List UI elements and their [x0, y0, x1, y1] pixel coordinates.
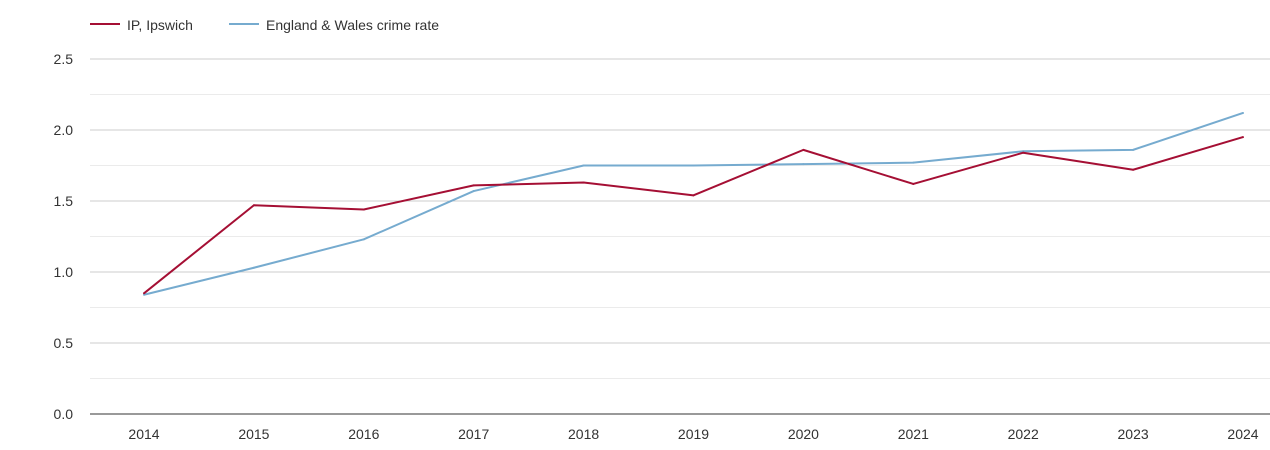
- data-point-ip-ipswich[interactable]: [1132, 168, 1135, 171]
- data-point-ip-ipswich[interactable]: [472, 184, 475, 187]
- data-point-england-wales[interactable]: [802, 163, 805, 166]
- axes: 0.0 0.5 1.0 1.5 2.0 2.5 2014 2015 2016 2017 2018 20…: [54, 51, 1270, 442]
- data-point-ip-ipswich[interactable]: [1022, 151, 1025, 154]
- data-point-england-wales[interactable]: [1132, 148, 1135, 151]
- legend-item-england-wales[interactable]: England & Wales crime rate: [229, 17, 439, 33]
- data-point-england-wales[interactable]: [252, 266, 255, 269]
- data-point-ip-ipswich[interactable]: [143, 292, 145, 295]
- data-point-england-wales[interactable]: [582, 164, 585, 167]
- series-line-ip-ipswich: [143, 136, 1244, 295]
- x-tick-label: 2020: [788, 426, 819, 442]
- y-tick-label: 2.0: [54, 122, 74, 138]
- data-point-ip-ipswich[interactable]: [362, 208, 365, 211]
- legend: IP, Ipswich England & Wales crime rate: [90, 17, 439, 33]
- series-line-england-wales: [143, 112, 1244, 296]
- x-tick-label: 2018: [568, 426, 599, 442]
- x-tick-label: 2021: [898, 426, 929, 442]
- data-point-england-wales[interactable]: [912, 161, 915, 164]
- x-tick-label: 2022: [1008, 426, 1039, 442]
- x-tick-label: 2014: [128, 426, 159, 442]
- grid: [90, 58, 1270, 379]
- y-tick-label: 0.5: [54, 335, 74, 351]
- legend-label-england-wales: England & Wales crime rate: [266, 17, 439, 33]
- x-tick-label: 2019: [678, 426, 709, 442]
- x-tick-label: 2015: [238, 426, 269, 442]
- data-point-england-wales[interactable]: [143, 293, 145, 296]
- y-tick-label: 2.5: [54, 51, 74, 67]
- y-tick-label: 1.0: [54, 264, 74, 280]
- y-tick-label: 0.0: [54, 406, 74, 422]
- x-tick-label: 2023: [1118, 426, 1149, 442]
- legend-label-ip-ipswich: IP, Ipswich: [127, 17, 193, 33]
- legend-item-ip-ipswich[interactable]: IP, Ipswich: [90, 17, 193, 33]
- x-tick-label: 2024: [1227, 426, 1258, 442]
- x-tick-label: 2017: [458, 426, 489, 442]
- data-point-ip-ipswich[interactable]: [582, 181, 585, 184]
- y-tick-label: 1.5: [54, 193, 74, 209]
- data-point-ip-ipswich[interactable]: [252, 204, 255, 207]
- data-point-england-wales[interactable]: [692, 164, 695, 167]
- data-point-ip-ipswich[interactable]: [1242, 136, 1244, 139]
- data-point-england-wales[interactable]: [472, 190, 475, 193]
- data-point-ip-ipswich[interactable]: [692, 194, 695, 197]
- series-lines: [143, 111, 1244, 296]
- data-point-england-wales[interactable]: [362, 238, 365, 241]
- x-tick-label: 2016: [348, 426, 379, 442]
- data-point-ip-ipswich[interactable]: [912, 182, 915, 185]
- data-point-england-wales[interactable]: [1242, 111, 1244, 114]
- data-point-ip-ipswich[interactable]: [802, 148, 805, 151]
